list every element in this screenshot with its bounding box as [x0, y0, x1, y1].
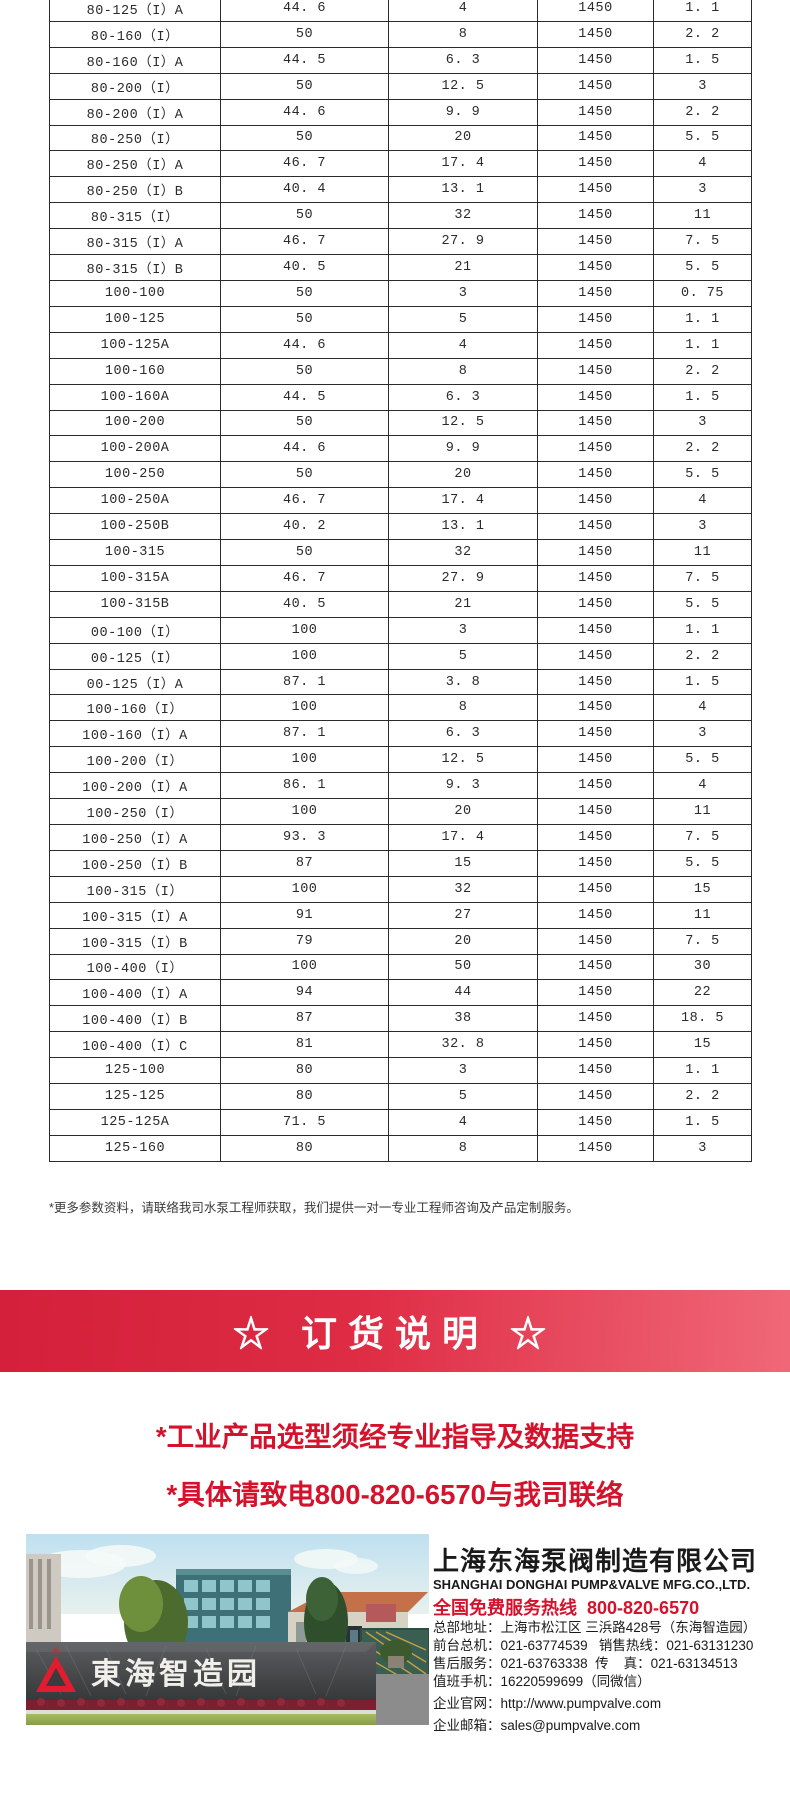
- svg-text:東海智造园: 東海智造园: [91, 1658, 261, 1691]
- svg-text:®: ®: [53, 1646, 60, 1656]
